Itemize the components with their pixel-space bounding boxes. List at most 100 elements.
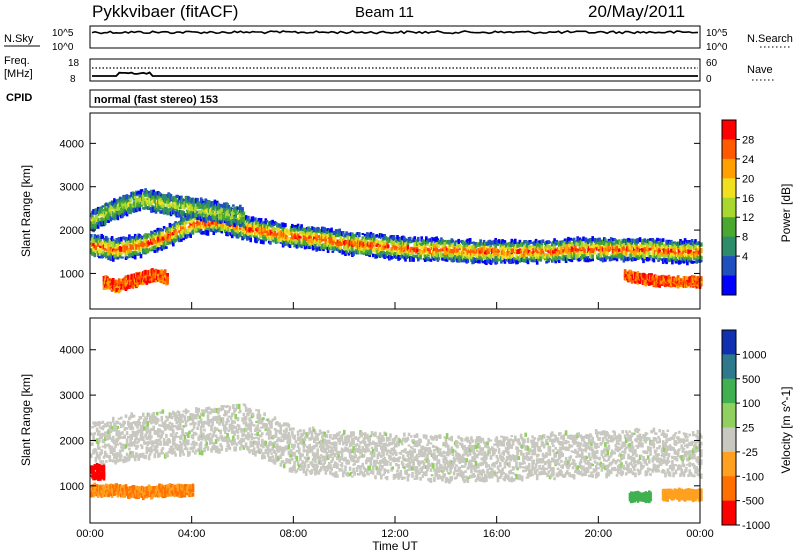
heatmap-cell <box>428 248 432 254</box>
heatmap-cell <box>235 403 239 410</box>
heatmap-cell <box>135 421 138 427</box>
heatmap-cell <box>322 233 325 239</box>
heatmap-cell <box>99 206 102 212</box>
heatmap-cell <box>172 232 175 236</box>
heatmap-cell <box>108 425 112 431</box>
heatmap-cell <box>128 447 131 451</box>
heatmap-cell <box>299 429 302 433</box>
heatmap-cell <box>94 244 98 251</box>
heatmap-cell <box>557 260 561 263</box>
heatmap-cell <box>128 422 131 429</box>
heatmap-cell <box>130 273 133 280</box>
heatmap-cell <box>234 413 237 420</box>
heatmap-cell <box>530 255 533 260</box>
heatmap-cell <box>272 443 276 448</box>
heatmap-cell <box>317 227 321 230</box>
heatmap-cell <box>538 253 541 259</box>
heatmap-cell <box>525 256 529 262</box>
heatmap-cell <box>115 427 118 432</box>
heatmap-cell <box>264 223 268 228</box>
heatmap-cell <box>140 433 144 439</box>
heatmap-cell <box>215 209 219 212</box>
heatmap-cell <box>200 208 204 213</box>
heatmap-cell <box>166 443 169 446</box>
heatmap-cell <box>337 452 340 455</box>
heatmap-cell <box>475 257 479 262</box>
heatmap-cell <box>404 242 407 248</box>
heatmap-cell <box>95 216 99 222</box>
heatmap-cell <box>176 194 180 199</box>
heatmap-cell <box>343 470 346 474</box>
heatmap-cell <box>180 434 183 440</box>
heatmap-cell <box>636 271 640 276</box>
heatmap-cell <box>110 426 114 430</box>
heatmap-cell <box>291 468 294 473</box>
heatmap-cell <box>243 228 247 235</box>
heatmap-cell <box>95 421 99 426</box>
heatmap-cell <box>301 453 304 457</box>
heatmap-cell <box>299 468 302 471</box>
heatmap-cell <box>242 412 246 417</box>
heatmap-cell <box>337 452 340 458</box>
heatmap-cell <box>321 449 324 453</box>
heatmap-cell <box>155 411 159 416</box>
date-title: 20/May/2011 <box>588 2 685 21</box>
heatmap-cell <box>197 201 200 204</box>
heatmap-cell <box>256 431 259 437</box>
heatmap-cell <box>112 252 115 255</box>
heatmap-cell <box>199 428 203 435</box>
heatmap-cell <box>259 448 263 454</box>
heatmap-cell <box>284 223 287 228</box>
heatmap-cell <box>292 240 295 243</box>
heatmap-cell <box>635 250 638 253</box>
heatmap-cell <box>241 417 244 422</box>
heatmap-cell <box>234 408 237 412</box>
heatmap-cell <box>406 240 410 246</box>
heatmap-cell <box>258 429 262 433</box>
heatmap-cell <box>262 417 265 421</box>
heatmap-cell <box>341 448 345 453</box>
heatmap-cell <box>389 252 392 256</box>
heatmap-cell <box>139 237 143 244</box>
heatmap-cell <box>173 210 176 215</box>
heatmap-cell <box>391 245 395 251</box>
heatmap-cell <box>161 447 165 451</box>
heatmap-cell <box>213 199 217 206</box>
heatmap-cell <box>422 250 426 257</box>
heatmap-cell <box>203 447 206 453</box>
heatmap-cell <box>300 224 303 230</box>
y-tick-label: 3000 <box>60 182 84 194</box>
heatmap-cell <box>485 246 488 250</box>
heatmap-cell <box>257 447 261 454</box>
heatmap-cell <box>212 430 216 437</box>
heatmap-cell <box>110 216 114 220</box>
heatmap-cell <box>530 241 533 244</box>
heatmap-cell <box>293 465 296 471</box>
heatmap-cell <box>252 235 256 238</box>
heatmap-cell <box>382 237 385 240</box>
heatmap-cell <box>175 443 179 447</box>
noise-left-tick-top: 10^5 <box>52 28 74 39</box>
heatmap-cell <box>515 246 518 250</box>
heatmap-cell <box>252 447 256 453</box>
heatmap-cell <box>187 439 190 446</box>
heatmap-cell <box>282 226 286 230</box>
heatmap-cell <box>196 412 199 417</box>
heatmap-cell <box>106 421 109 427</box>
heatmap-cell <box>227 205 231 210</box>
heatmap-cell <box>604 249 607 253</box>
heatmap-cell <box>162 226 166 229</box>
heatmap-cell <box>160 424 164 427</box>
heatmap-cell <box>681 257 685 263</box>
heatmap-cell <box>563 255 567 259</box>
heatmap-cell <box>633 242 636 248</box>
heatmap-cell <box>224 424 227 428</box>
heatmap-cell <box>227 415 231 418</box>
heatmap-cell <box>289 427 293 431</box>
heatmap-cell <box>356 235 360 241</box>
heatmap-cell <box>204 421 207 425</box>
heatmap-cell <box>180 233 183 239</box>
heatmap-cell <box>266 418 270 422</box>
